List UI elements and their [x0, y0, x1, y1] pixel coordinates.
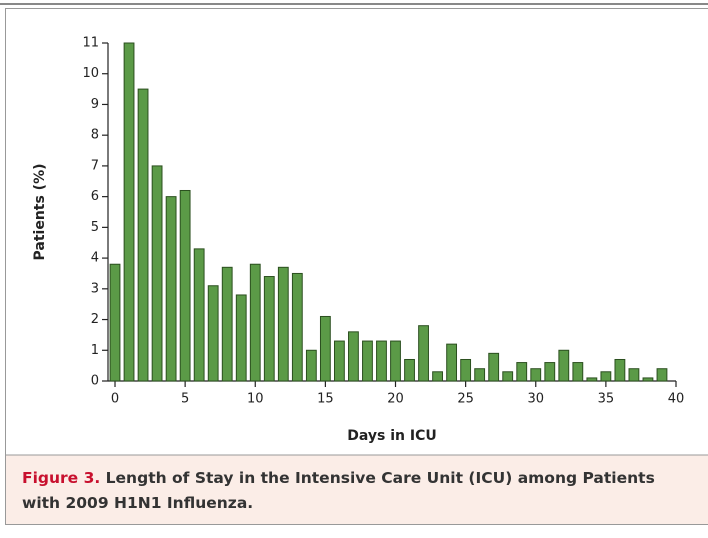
y-tick-label: 10 [82, 66, 99, 81]
x-tick-label: 0 [111, 392, 119, 407]
y-tick-label: 2 [91, 312, 99, 327]
bar [151, 165, 163, 382]
y-tick-label: 11 [82, 36, 99, 51]
bar [123, 42, 135, 382]
y-tick-label: 9 [91, 97, 99, 112]
bar [221, 266, 233, 382]
bar [390, 340, 401, 382]
y-tick-label: 7 [91, 158, 99, 173]
bar [572, 362, 584, 382]
caption: Figure 3. Length of Stay in the Intensiv… [22, 466, 682, 516]
bar [165, 196, 177, 382]
bar [432, 371, 443, 382]
caption-bg [6, 455, 708, 524]
x-tick-label: 5 [181, 392, 189, 407]
y-tick-label: 6 [91, 189, 99, 204]
bar [263, 276, 275, 382]
x-tick-label: 35 [598, 392, 615, 407]
y-axis-label: Patients (%) [32, 163, 48, 260]
bar [319, 315, 331, 382]
x-tick-label: 25 [457, 392, 474, 407]
bar [109, 263, 121, 382]
bar [404, 358, 415, 382]
bar [656, 368, 668, 382]
bar [348, 331, 359, 382]
bar [249, 263, 261, 382]
y-tick-label: 5 [91, 220, 99, 235]
bar [628, 368, 640, 382]
bar [333, 340, 345, 382]
frame [5, 8, 708, 525]
bar [530, 368, 542, 382]
y-tick-label: 4 [91, 251, 99, 266]
x-axis-label: Days in ICU [347, 428, 436, 444]
bar [207, 285, 219, 382]
x-tick-label: 40 [668, 392, 685, 407]
y-tick-label: 1 [91, 343, 99, 358]
bar [502, 371, 514, 382]
bar [558, 349, 570, 382]
bar [586, 377, 598, 382]
bar [418, 325, 429, 382]
bar [642, 377, 654, 382]
figure-label: Figure 3. [22, 469, 101, 487]
bar [137, 88, 149, 382]
bar [516, 362, 528, 382]
bar [446, 343, 458, 382]
bar [488, 352, 500, 382]
bar [235, 294, 247, 382]
bar [362, 340, 373, 382]
bar [305, 349, 317, 382]
bar [277, 266, 289, 382]
bar [474, 368, 486, 382]
bar [614, 358, 626, 382]
figure-caption: Length of Stay in the Intensive Care Uni… [22, 469, 655, 512]
x-tick-label: 20 [387, 392, 404, 407]
y-tick-label: 8 [91, 128, 99, 143]
y-tick-label: 3 [91, 281, 99, 296]
x-tick-label: 10 [247, 392, 264, 407]
bar [376, 340, 387, 382]
bar [600, 371, 612, 382]
bar [291, 272, 303, 382]
y-tick-label: 0 [91, 374, 99, 389]
bar [179, 189, 191, 382]
bar [193, 248, 205, 382]
bar [544, 362, 556, 382]
x-tick-label: 15 [317, 392, 334, 407]
bar [460, 358, 472, 382]
x-tick-label: 30 [527, 392, 544, 407]
